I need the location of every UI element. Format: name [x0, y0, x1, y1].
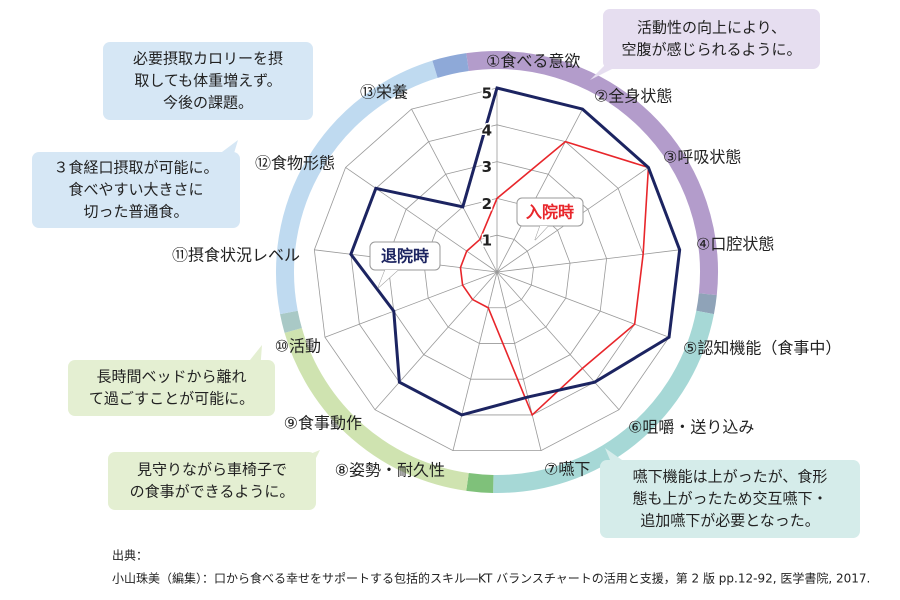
ring-segment [466, 51, 718, 296]
spoke [324, 271, 498, 338]
callout-text: 活動性の向上により、 [637, 19, 786, 37]
ring-segment [696, 293, 717, 315]
callout-text: 取しても体重増えず。 [134, 72, 281, 90]
spoke [411, 108, 498, 273]
ring-segment [284, 327, 469, 491]
callout-box [108, 452, 316, 510]
callout-box [32, 152, 240, 228]
grid-line [386, 161, 608, 380]
callout-text: て過ごすことが可能に。 [89, 390, 254, 408]
axis-label: ⑥咀嚼・送り込み [628, 418, 754, 437]
grid-line [423, 197, 571, 344]
callout-box [603, 9, 820, 69]
ring-segment [432, 53, 469, 78]
ring-segment [466, 473, 494, 493]
axis-label: ⑤認知機能（食事中） [683, 339, 841, 358]
callout-text: 切った普通食。 [83, 203, 188, 221]
legend-box [516, 197, 584, 227]
callout-text: 嚥下機能は上がったが、食形 [633, 468, 828, 486]
callout-tail [605, 448, 622, 460]
y-tick-label: 4 [482, 121, 492, 139]
legend-label: 入院時 [526, 203, 574, 222]
spoke [496, 271, 542, 451]
spoke [496, 271, 620, 410]
callout-box [68, 360, 275, 416]
series-line [349, 86, 682, 417]
spoke [496, 271, 670, 338]
ring-segment [493, 310, 714, 493]
spoke [496, 108, 583, 273]
axis-label: ⑨食事動作 [284, 414, 362, 433]
ring-segment [276, 60, 438, 315]
axis-label: ②全身状態 [594, 87, 672, 106]
callout-box [103, 42, 313, 120]
spoke [452, 271, 498, 451]
callout-text: 態も上がったため交互嚥下・ [632, 490, 827, 508]
callout-text: 食べやすい大きさに [68, 181, 203, 199]
callout-text: ３食経口摂取が可能に。 [53, 159, 218, 177]
legend-pointer-cover [378, 270, 398, 288]
callout-text: 長時間ベッドから離れ [96, 368, 246, 386]
legend-box [369, 241, 441, 271]
y-tick-label: 1 [482, 232, 492, 250]
axis-label: ①食べる意欲 [486, 52, 580, 71]
source-text: 小山珠美（編集）：口から食べる幸せをサポートする包括的スキル―KT バランスチャ… [112, 571, 870, 586]
ring-segment [280, 310, 302, 333]
callout-text: 空腹が感じられるように。 [621, 41, 801, 59]
callout-text: 追加嚥下が必要となった。 [640, 512, 820, 530]
legend-label: 退院時 [381, 247, 429, 266]
axis-label: ⑫食物形態 [255, 154, 335, 173]
axis-label: ⑩活動 [275, 337, 321, 356]
axis-label: ⑦嚥下 [544, 460, 590, 479]
callout-text: の食事ができるように。 [130, 483, 295, 501]
legend-pointer-cover [535, 226, 548, 240]
spoke [374, 271, 498, 410]
axis-label: ⑧姿勢・耐久性 [335, 461, 445, 480]
source-title: 出典： [112, 549, 148, 563]
axis-label: ⑬栄養 [360, 83, 408, 102]
y-tick-label: 2 [482, 195, 492, 213]
callout-text: 必要摂取カロリーを摂 [133, 50, 283, 68]
y-tick-label: 5 [482, 85, 492, 103]
spoke [345, 167, 498, 273]
series-line [459, 140, 650, 417]
spoke [496, 249, 680, 273]
axis-label: ③呼吸状態 [663, 148, 741, 167]
axis-label: ④口腔状態 [696, 235, 774, 254]
axis-label: ⑪摂食状況レベル [172, 246, 300, 265]
callout-text: 見守りながら車椅子で [137, 461, 287, 479]
y-tick-label: 3 [482, 158, 492, 176]
callout-text: 今後の課題。 [163, 94, 253, 112]
callout-box [600, 460, 860, 538]
